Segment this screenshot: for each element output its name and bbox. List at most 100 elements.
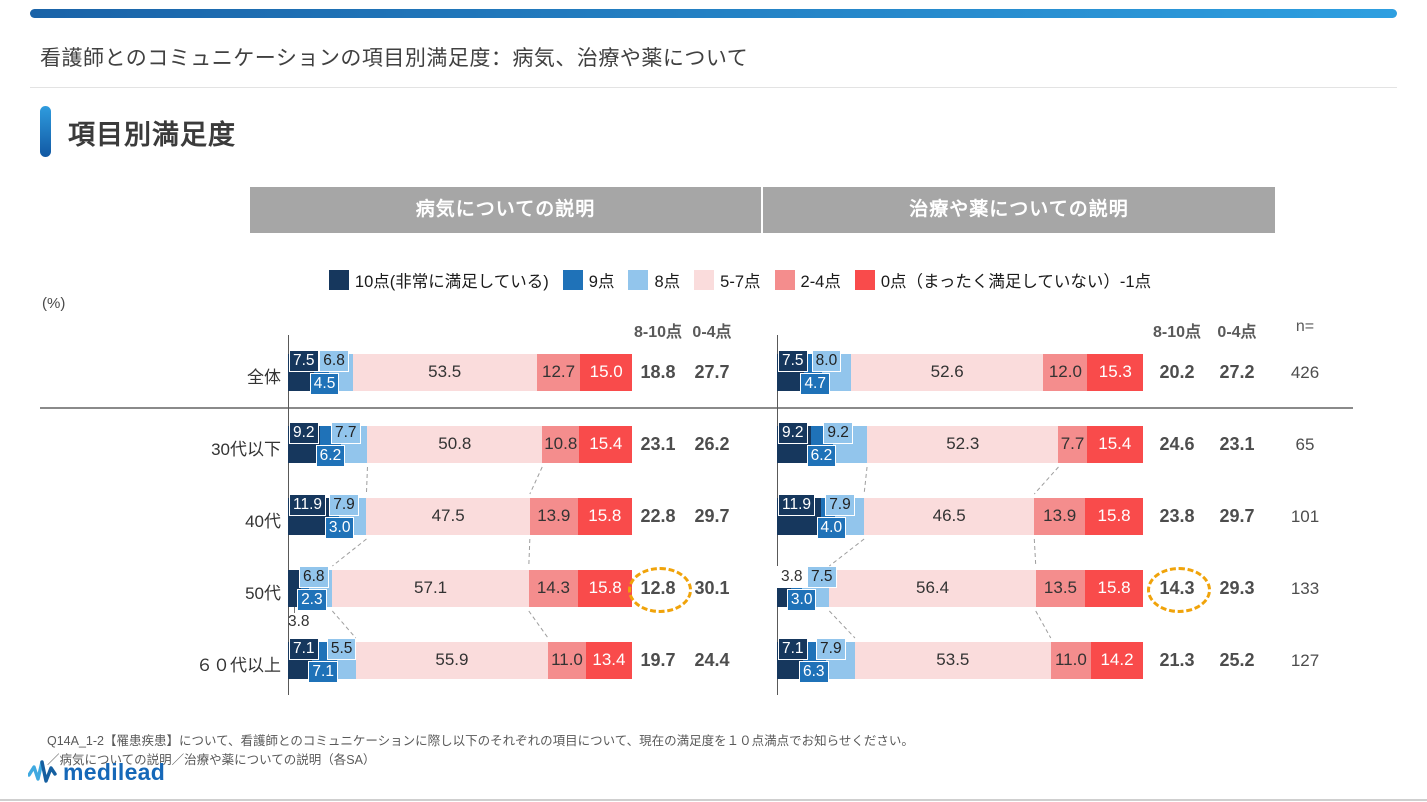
bar-segment-4 — [1058, 426, 1087, 463]
segment-label: 2.3 — [297, 589, 327, 611]
highlight-circle — [628, 567, 692, 613]
legend-label: 5-7点 — [720, 273, 761, 291]
row-label: 40代 — [245, 512, 281, 531]
bar-row: 56.4 13.5 15.8 3.8 3.0 7.5 — [777, 566, 1143, 611]
bar-segment-4 — [528, 570, 578, 607]
segment-label: 53.5 — [428, 362, 462, 381]
segment-label: 55.9 — [435, 650, 469, 669]
row-label: 全体 — [247, 368, 281, 387]
segment-label: 52.3 — [946, 434, 980, 453]
segment-label: 6.2 — [806, 445, 837, 467]
footnote-line2: ／病気についての説明／治療や薬についての説明（各SA） — [47, 752, 376, 767]
bar-segment-1 — [790, 570, 802, 607]
segment-label: 7.1 — [308, 661, 338, 683]
summary-8-10-value: 19.7 — [640, 650, 676, 670]
summary-8-10-value: 24.6 — [1159, 434, 1195, 454]
segment-label: 11.0 — [1054, 650, 1087, 669]
bar-segment-3 — [352, 354, 537, 391]
bar-segment-5 — [580, 354, 632, 391]
section-heading: 項目別満足度 — [68, 120, 236, 150]
segment-label: 7.9 — [329, 494, 359, 516]
summary-0-4-value: 23.1 — [1219, 434, 1255, 454]
bar-segment-5 — [585, 642, 632, 679]
legend-item-1: 9点 — [562, 268, 615, 292]
segment-label: 13.4 — [592, 650, 626, 669]
segment-label: 7.1 — [289, 638, 319, 660]
summary-8-10-value: 18.8 — [640, 362, 676, 382]
bar-segment-5 — [1085, 570, 1143, 607]
summary-0-4-value: 27.2 — [1219, 362, 1255, 382]
bar-row: 57.1 14.3 15.8 3.8 2.3 6.8 — [288, 566, 633, 630]
segment-label: 4.7 — [800, 373, 830, 395]
segment-label: 15.4 — [1098, 434, 1132, 453]
segment-label: 15.8 — [1097, 578, 1131, 597]
bar-segment-5 — [579, 426, 633, 463]
segment-label: 11.0 — [551, 650, 583, 669]
bar-segment-3 — [850, 354, 1044, 391]
segment-label: 10.8 — [544, 434, 578, 453]
segment-label: 7.9 — [825, 494, 855, 516]
bar-segment-4 — [1043, 354, 1088, 391]
segment-label: 14.3 — [536, 578, 570, 597]
segment-label: 3.0 — [786, 589, 817, 611]
legend-label: 2-4点 — [800, 273, 841, 291]
legend-item-4: 2-4点 — [774, 268, 841, 292]
bar-row: 53.5 12.7 15.0 7.5 4.5 6.8 — [288, 350, 632, 395]
legend-chip-icon — [774, 270, 795, 290]
summary-0-4-value: 29.3 — [1219, 578, 1255, 598]
summary-col-header: 8-10点 — [633, 324, 683, 341]
logo-text: medilead — [63, 758, 166, 785]
segment-label: 50.8 — [438, 434, 472, 453]
segment-label: 12.0 — [1048, 362, 1082, 381]
segment-label: 8.0 — [811, 350, 842, 372]
segment-label: 15.8 — [588, 506, 622, 525]
legend-chip-icon — [328, 270, 349, 290]
legend-label: 0点（まったく満足していない）-1点 — [880, 273, 1152, 291]
segment-label: 7.9 — [816, 638, 846, 660]
segment-label: 15.8 — [588, 578, 622, 597]
segment-label: 7.5 — [778, 350, 808, 372]
bar-segment-4 — [1050, 642, 1092, 679]
segment-leader-line — [294, 607, 295, 613]
bar-segment-4 — [542, 426, 580, 463]
segment-label: 15.3 — [1098, 362, 1132, 381]
bar-segment-5 — [577, 570, 633, 607]
bar-segment-3 — [355, 642, 549, 679]
legend-chip-icon — [562, 270, 583, 290]
bar-row: 46.5 13.9 15.8 11.9 4.0 7.9 — [777, 494, 1143, 539]
bar-segment-4 — [1034, 498, 1086, 535]
bar-row: 52.6 12.0 15.3 7.5 4.7 8.0 — [777, 350, 1144, 395]
segment-label: 6.8 — [298, 566, 329, 588]
row-label: 50代 — [245, 584, 281, 603]
question-footnote: Q14A_1-2【罹患疾患】について、看護師とのコミュニケーションに際し以下のそ… — [47, 732, 914, 770]
pulse-icon — [28, 760, 57, 783]
segment-label: 13.9 — [1043, 506, 1077, 525]
legend-item-0: 10点(非常に満足している) — [328, 268, 549, 292]
segment-label: 3.0 — [324, 517, 355, 539]
bar-segment-5 — [1091, 642, 1143, 679]
summary-col-header: 0-4点 — [1217, 324, 1257, 341]
segment-label: 11.9 — [778, 494, 816, 516]
legend-label: 9点 — [588, 273, 615, 291]
title-divider — [30, 87, 1397, 88]
segment-label: 7.7 — [1060, 434, 1085, 453]
segment-label: 7.5 — [289, 350, 319, 372]
n-value: 426 — [1290, 363, 1320, 382]
bar-segment-5 — [577, 498, 632, 535]
segment-label: 9.2 — [778, 422, 808, 444]
bottom-edge-line — [0, 799, 1427, 801]
bar-segment-5 — [1086, 426, 1143, 463]
segment-label: 6.3 — [798, 661, 829, 683]
medilead-logo: medilead — [28, 758, 165, 786]
segment-label: 15.8 — [1097, 506, 1131, 525]
segment-label: 47.5 — [431, 506, 465, 525]
n-value: 133 — [1290, 579, 1320, 598]
segment-label: 15.4 — [589, 434, 623, 453]
legend-item-3: 5-7点 — [694, 268, 761, 292]
legend-chip-icon — [854, 270, 875, 290]
bar-segment-3 — [864, 498, 1035, 535]
legend-label: 10点(非常に満足している) — [354, 273, 549, 291]
summary-0-4-value: 26.2 — [694, 434, 730, 454]
chart-legend: 10点(非常に満足している) 9点 8点 5-7点 2-4点 0点（まったく満足していない… — [250, 267, 1230, 293]
